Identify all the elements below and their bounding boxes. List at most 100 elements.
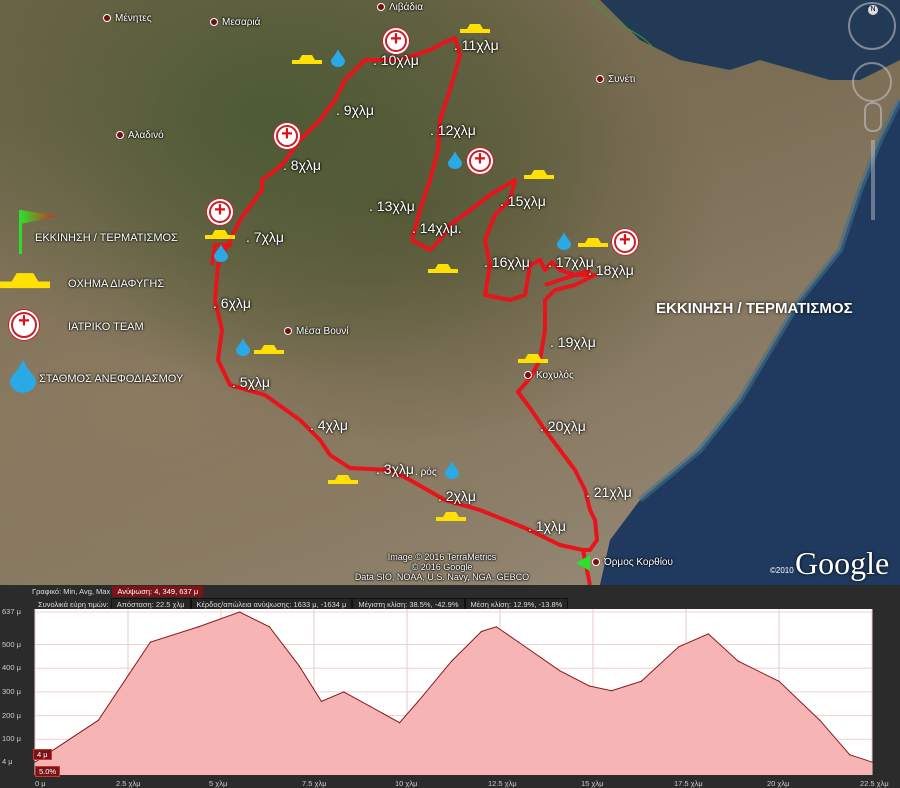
elevation-point — [558, 669, 561, 672]
elevation-point — [239, 611, 241, 613]
boundary-line — [589, 0, 656, 51]
medical-team-icon[interactable] — [385, 28, 407, 52]
elevation-point — [640, 680, 642, 682]
map-overlay — [210, 0, 900, 585]
escape-vehicle-icon[interactable] — [578, 238, 608, 248]
medical-team-icon[interactable] — [614, 229, 636, 253]
km-marker: 3χλμ — [376, 461, 414, 477]
escape-vehicle-icon[interactable] — [254, 345, 284, 355]
elevation-point — [871, 761, 873, 763]
satellite-map[interactable]: Μένητες Μεσαριά Λιβάδια Συνέτι Αλαδινό Μ… — [0, 0, 900, 585]
escape-vehicle-icon[interactable] — [524, 170, 554, 180]
km-marker: 5χλμ — [232, 374, 270, 390]
elevation-point — [849, 754, 851, 756]
place-aladino[interactable]: Αλαδινό — [116, 130, 164, 141]
km-marker: 4χλμ — [310, 417, 348, 433]
route-branch — [210, 243, 232, 266]
x-tick-label: 10 χλμ — [395, 779, 418, 788]
place-menites[interactable]: Μένητες — [103, 13, 152, 24]
legend-escape-vehicle: ΟΧΗΜΑ ΔΙΑΦΥΓΗΣ — [68, 278, 165, 290]
compass-north[interactable]: N — [868, 5, 878, 15]
km-marker: 14χλμ. — [412, 220, 462, 236]
km-marker: 12χλμ — [430, 122, 476, 138]
x-tick-label: 17.5 χλμ — [674, 779, 703, 788]
elevation-summary: Ανύψωση: 4, 349, 637 μ — [112, 586, 204, 597]
escape-vehicle-icon[interactable] — [436, 512, 466, 522]
medical-team-icon[interactable] — [469, 148, 491, 172]
elevation-point — [298, 665, 300, 667]
km-marker: 9χλμ — [336, 102, 374, 118]
place-ormos-korthiou[interactable]: Όρμος Κορθίου — [592, 557, 673, 568]
escape-vehicle-icon[interactable] — [428, 264, 458, 274]
place-kochylos[interactable]: Κοχυλός — [524, 370, 574, 381]
coastline — [638, 98, 900, 503]
compass-ring[interactable]: N — [848, 2, 896, 50]
escape-vehicle-icon[interactable] — [292, 55, 322, 65]
x-tick-label: 15 χλμ — [581, 779, 604, 788]
km-marker-13: 13χλμ — [369, 198, 415, 214]
sea-north — [600, 0, 900, 80]
km-marker: 6χλμ — [213, 295, 251, 311]
elevation-point — [97, 719, 99, 721]
km-marker: 21χλμ — [586, 484, 632, 500]
profile-header-row2: Συνολικά εύρη τιμών: Απόσταση: 22.5 χλμ Κ… — [38, 598, 569, 611]
y-tick-label: 200 μ — [2, 710, 21, 720]
escape-vehicle-icon[interactable] — [328, 475, 358, 485]
elevation-point — [778, 680, 780, 682]
y-tick-label: 400 μ — [2, 663, 21, 673]
x-tick-label: 2.5 χλμ — [116, 779, 141, 788]
km-marker: 11χλμ — [454, 37, 499, 53]
refuel-station-icon[interactable] — [214, 244, 228, 262]
y-tick-label: 500 μ — [2, 639, 21, 649]
km-marker: 8χλμ — [283, 157, 321, 173]
place-syneti[interactable]: Συνέτι — [596, 74, 635, 85]
refuel-station-icon[interactable] — [448, 151, 462, 169]
zoom-slider[interactable] — [871, 140, 875, 220]
refuel-station-icon[interactable] — [331, 49, 345, 67]
elevation-point — [737, 660, 739, 662]
escape-vehicle-icon[interactable] — [518, 354, 548, 364]
x-tick-label: 22.5 χλμ — [860, 779, 889, 788]
x-tick-label: 7.5 χλμ — [302, 779, 327, 788]
km-marker: 16χλμ — [484, 254, 530, 270]
km-label: 13χλμ — [376, 198, 415, 214]
look-joystick[interactable] — [852, 62, 892, 102]
attribution-line: Image © 2016 TerraMetrics — [387, 552, 497, 562]
start-finish-flag-icon[interactable] — [576, 555, 590, 571]
elevation-point — [369, 705, 371, 707]
km-marker: 15χλμ — [500, 193, 546, 209]
refuel-station-icon[interactable] — [557, 232, 571, 250]
refuel-station-icon[interactable] — [445, 461, 459, 479]
sea-area — [600, 0, 900, 585]
place-mesa-vouni[interactable]: Μέσα Βουνί — [284, 326, 348, 337]
km-marker: 17χλμ — [548, 254, 594, 270]
elevation-point — [343, 691, 345, 693]
elevation-point — [398, 722, 401, 724]
escape-vehicle-icon[interactable] — [205, 230, 235, 240]
km-marker: 10χλμ — [373, 52, 419, 68]
place-mesaria[interactable]: Μεσαριά — [210, 17, 260, 28]
x-tick-label: 0 μ — [35, 779, 46, 788]
attribution-line: Data SIO, NOAA, U.S. Navy, NGA, GEBCO — [354, 572, 530, 582]
escape-vehicle-icon[interactable] — [460, 24, 490, 34]
km-marker: 1χλμ — [528, 518, 566, 534]
elevation-point — [611, 690, 613, 692]
elevation-point — [451, 660, 453, 662]
legend-flag-icon — [19, 210, 57, 254]
medical-team-icon[interactable] — [276, 123, 298, 147]
y-tick-label: 637 μ — [2, 607, 21, 617]
elevation-point — [417, 700, 419, 702]
medical-team-icon[interactable] — [209, 199, 231, 223]
elevation-point — [268, 626, 270, 628]
elevation-point — [320, 700, 323, 702]
legend-medical-icon — [11, 310, 37, 338]
elevation-point — [588, 685, 590, 687]
elevation-point — [518, 641, 520, 643]
km-marker: 18χλμ — [588, 262, 634, 278]
move-joystick[interactable] — [864, 102, 882, 132]
refuel-station-icon[interactable] — [236, 338, 250, 356]
cursor-slope: 5.0% — [35, 766, 61, 777]
legend-medical-team: ΙΑΤΡΙΚΟ ΤΕΑΜ — [68, 321, 144, 333]
place-livadia[interactable]: Λιβάδια — [377, 2, 423, 13]
